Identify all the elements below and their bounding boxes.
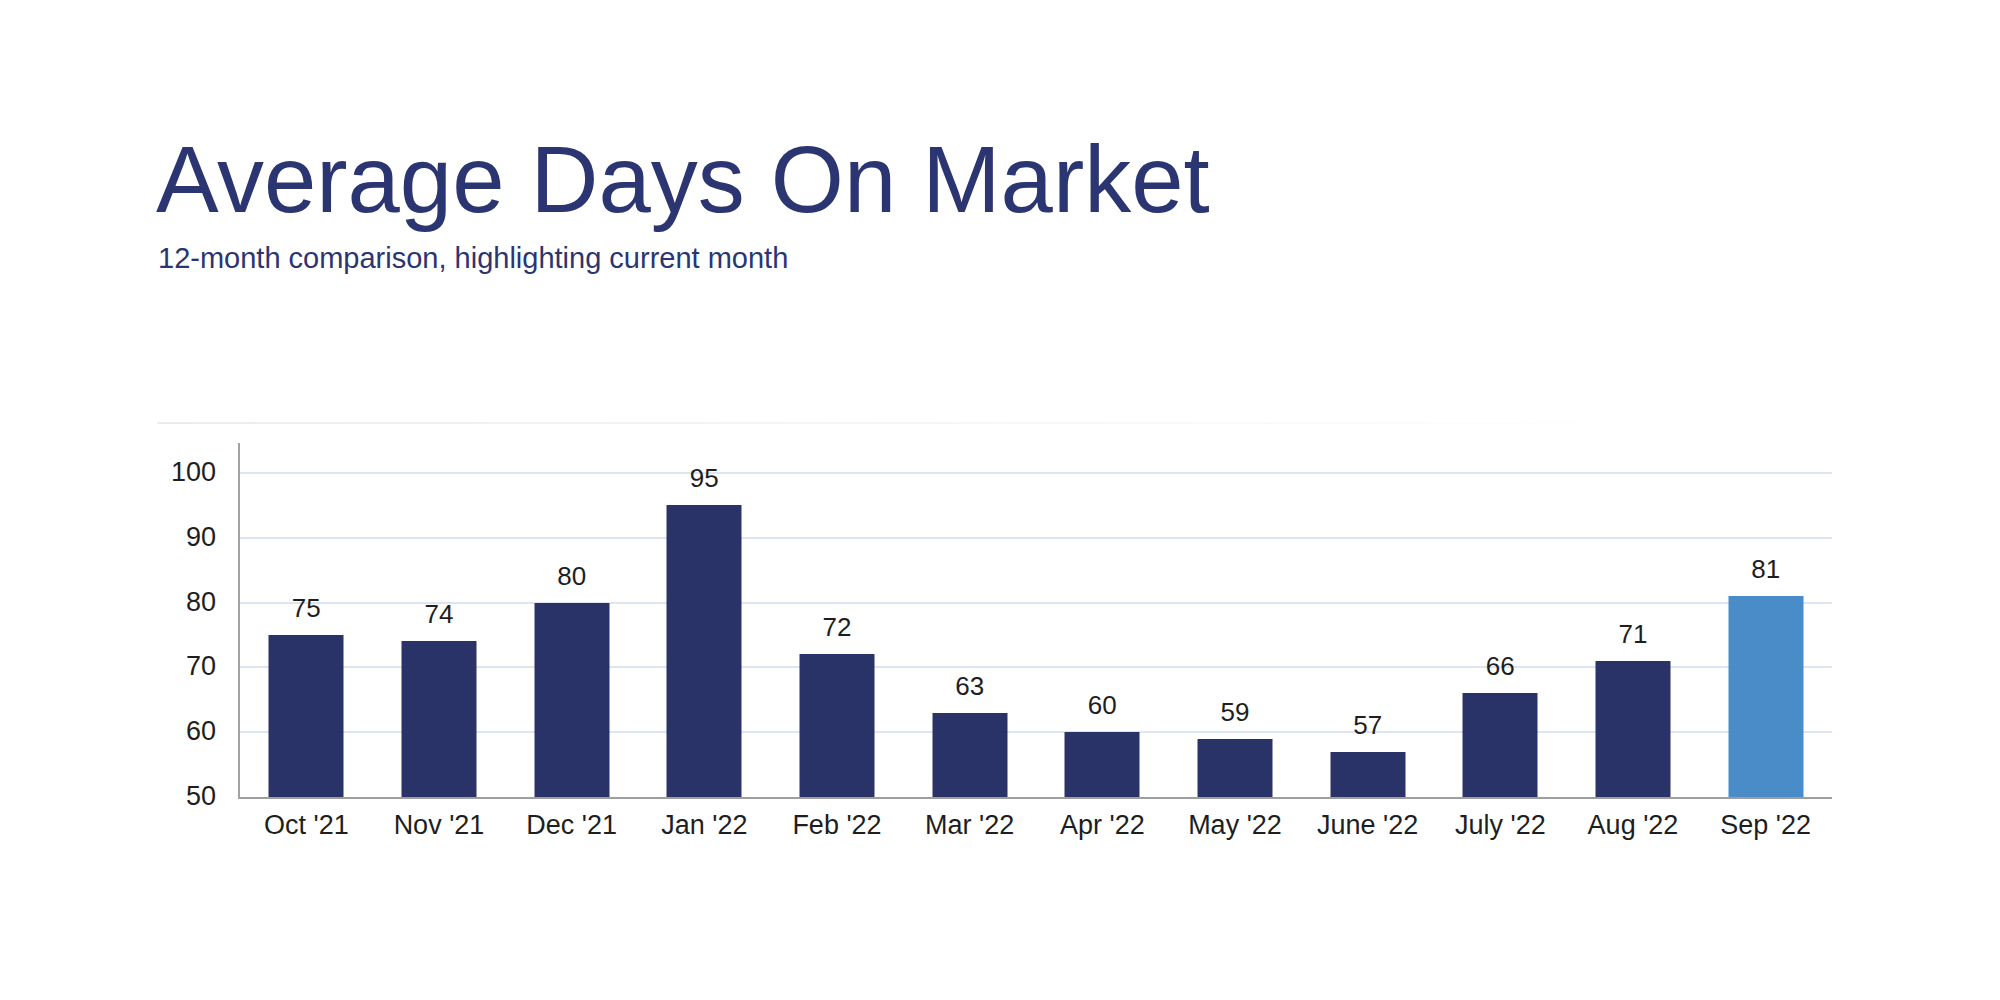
x-tick-label: June '22: [1301, 812, 1434, 839]
bar: [1595, 661, 1670, 797]
bar-group: 60: [1036, 443, 1169, 797]
bar: [799, 654, 874, 797]
plot-area: 5060708090100Oct '2175Nov '2174Dec '2180…: [238, 443, 1832, 799]
chart-subtitle: 12-month comparison, highlighting curren…: [158, 241, 788, 276]
x-tick-label: Jan '22: [638, 812, 771, 839]
y-tick-label: 80: [2, 589, 216, 616]
bar-value-label: 75: [240, 595, 373, 621]
bar-value-label: 71: [1567, 621, 1700, 647]
bar-value-label: 63: [903, 673, 1036, 699]
bar-group: 63: [903, 443, 1036, 797]
slide-canvas: Average Days On Market 12-month comparis…: [0, 0, 2000, 1000]
y-tick-label: 60: [2, 718, 216, 745]
bar-group: 95: [638, 443, 771, 797]
bar: [269, 635, 344, 797]
bar: [1197, 739, 1272, 797]
x-tick-label: Nov '21: [373, 812, 506, 839]
bar-value-label: 59: [1169, 699, 1302, 725]
bar-value-label: 74: [373, 601, 506, 627]
bar-value-label: 60: [1036, 692, 1169, 718]
y-tick-label: 50: [2, 783, 216, 810]
bar: [401, 641, 476, 797]
bar-value-label: 57: [1301, 712, 1434, 738]
chart-panel-top-edge: [157, 422, 1657, 424]
bar-value-label: 80: [505, 563, 638, 589]
bar: [932, 713, 1007, 797]
bar-value-label: 72: [771, 614, 904, 640]
bar: [1330, 752, 1405, 797]
bar-group: 72: [771, 443, 904, 797]
y-tick-label: 90: [2, 524, 216, 551]
bar-highlighted-current-month: [1728, 596, 1803, 797]
bar-group: 80: [505, 443, 638, 797]
x-tick-label: Apr '22: [1036, 812, 1169, 839]
x-tick-label: Dec '21: [505, 812, 638, 839]
bar-group: 81: [1699, 443, 1832, 797]
bar: [667, 505, 742, 797]
bar: [1065, 732, 1140, 797]
bar-value-label: 66: [1434, 653, 1567, 679]
bar-value-label: 81: [1699, 556, 1832, 582]
chart-title: Average Days On Market: [156, 133, 1210, 227]
bar-group: 75: [240, 443, 373, 797]
bar-group: 74: [373, 443, 506, 797]
x-tick-label: Aug '22: [1567, 812, 1700, 839]
bar-group: 59: [1169, 443, 1302, 797]
y-tick-label: 70: [2, 653, 216, 680]
x-tick-label: Feb '22: [771, 812, 904, 839]
bar-group: 57: [1301, 443, 1434, 797]
x-tick-label: Mar '22: [903, 812, 1036, 839]
x-tick-label: Oct '21: [240, 812, 373, 839]
bar: [1463, 693, 1538, 797]
bar-value-label: 95: [638, 465, 771, 491]
x-tick-label: July '22: [1434, 812, 1567, 839]
bar-group: 66: [1434, 443, 1567, 797]
y-tick-label: 100: [2, 459, 216, 486]
bar-group: 71: [1567, 443, 1700, 797]
x-tick-label: Sep '22: [1699, 812, 1832, 839]
bar: [534, 603, 609, 798]
x-tick-label: May '22: [1169, 812, 1302, 839]
